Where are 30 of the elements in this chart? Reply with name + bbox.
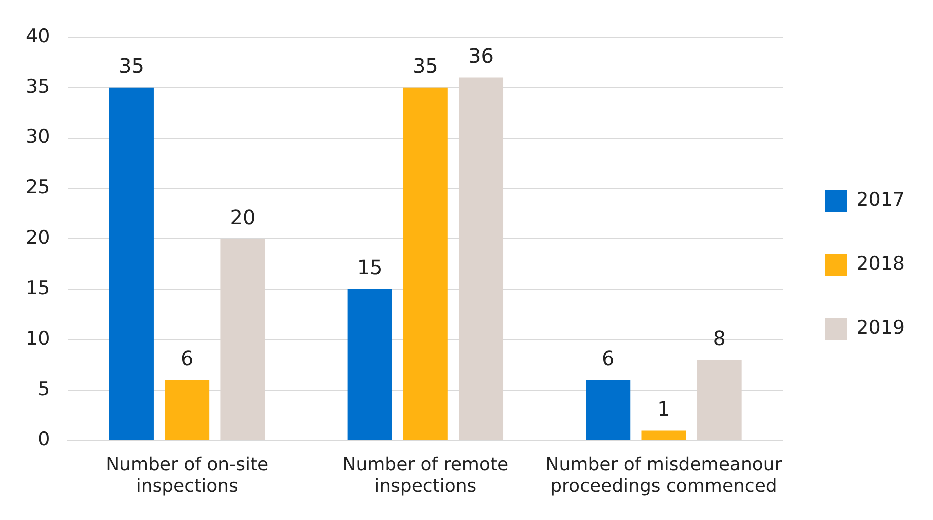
data-label: 35 (119, 54, 144, 78)
y-tick-label: 40 (26, 25, 50, 48)
y-tick-label: 20 (26, 227, 50, 250)
data-label: 6 (180, 346, 194, 370)
legend-label: 2017 (856, 188, 906, 211)
bar (348, 290, 392, 440)
bar (403, 88, 448, 440)
data-label: 1 (658, 396, 670, 421)
bar (109, 88, 154, 440)
bar (586, 380, 631, 440)
data-label: 36 (468, 44, 494, 68)
y-tick-label: 15 (26, 277, 50, 300)
y-tick-label: 30 (26, 126, 50, 148)
y-tick-label: 25 (26, 176, 50, 199)
data-label: 35 (412, 54, 438, 78)
x-tick-label: Number of on-site inspections (106, 454, 269, 497)
data-label: 8 (713, 326, 726, 350)
y-tick-label: 35 (26, 76, 50, 98)
y-tick-label: 10 (26, 328, 50, 350)
x-tick-label: Number of remote inspections (342, 454, 509, 497)
legend-label: 2019 (856, 316, 906, 339)
data-label: 6 (602, 346, 615, 370)
data-label: 15 (357, 256, 383, 280)
bar (165, 380, 210, 440)
data-label: 20 (230, 205, 256, 230)
legend-label: 2018 (856, 252, 906, 275)
bar (642, 430, 686, 440)
y-tick-label: 5 (38, 378, 50, 400)
y-tick-label: 0 (38, 428, 50, 451)
x-tick-label: Number of misdemeanour proceedings commenced (546, 454, 783, 497)
